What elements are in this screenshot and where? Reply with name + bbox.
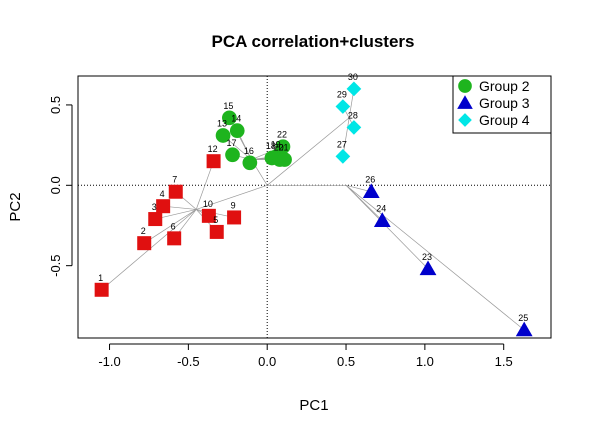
point-label-22: 22 [277,130,287,140]
point-label-28: 28 [348,110,358,120]
group-1-point-6 [167,231,182,246]
group-2-point-17 [225,147,240,163]
x-axis: -1.0 -0.5 0.0 0.5 1.0 1.5 [98,343,513,369]
point-label-10: 10 [203,199,213,209]
reference-lines [78,76,551,338]
point-label-3: 3 [152,202,157,212]
point-label-12: 12 [208,144,218,154]
group-1-point-1 [94,282,109,297]
y-tick-label: 0.5 [48,96,63,114]
point-label-16: 16 [244,146,254,156]
group-3-point-24 [373,212,391,227]
x-tick-label: -0.5 [177,354,199,369]
x-tick-label: -1.0 [98,354,120,369]
connector-line [195,161,214,210]
point-label-2: 2 [141,226,146,236]
y-axis: -0.5 0.0 0.5 [48,96,73,277]
y-tick-label: -0.5 [48,254,63,276]
point-label-24: 24 [376,204,386,214]
y-axis-label: PC2 [7,192,24,221]
group-2-point-13 [215,128,231,143]
point-label-17: 17 [227,138,237,148]
point-label-7: 7 [172,175,177,185]
legend-marker-group-4 [458,113,472,127]
group-4-point-27 [335,149,351,164]
point-label-13: 13 [217,118,227,128]
group-4-point-29 [335,99,351,114]
connector-line [345,185,383,221]
point-label-19: 19 [271,139,281,149]
legend-marker-group-3 [457,95,473,109]
group-4-point-30 [346,81,362,97]
group-2-point-14 [229,123,245,139]
plot-frame [77,75,552,339]
connector-line [342,117,350,157]
group-1-point-12 [206,154,221,169]
point-label-21: 21 [279,143,289,153]
point-label-6: 6 [171,221,176,231]
y-tick-label: 0.0 [48,176,63,194]
group-1-point-4 [156,199,171,214]
x-tick-label: 1.5 [495,354,513,369]
chart-title: PCA correlation+clusters [212,32,415,51]
point-label-4: 4 [160,189,165,199]
group-3-point-26 [362,183,380,199]
point-label-1: 1 [98,273,103,283]
point-label-25: 25 [518,313,528,323]
point-label-18: 18 [266,141,276,151]
point-label-27: 27 [337,139,347,149]
legend-label-group-3: Group 3 [479,95,530,111]
group-1-point-3 [148,212,163,227]
group-2-point-16 [242,155,258,171]
point-label-23: 23 [422,252,432,262]
group-1-point-2 [137,236,152,251]
connector-line [144,209,197,244]
group-3-point-25 [515,321,533,337]
group-1-point-5 [209,224,224,239]
x-tick-label: 0.5 [337,354,355,369]
group-1-point-9 [227,210,242,225]
legend-label-group-4: Group 4 [479,112,530,128]
connector-line [345,184,372,193]
point-label-20: 20 [274,143,284,153]
connector-line [345,185,525,331]
point-label-9: 9 [231,200,236,210]
legend-label-group-2: Group 2 [479,78,530,94]
x-tick-label: 0.0 [258,354,276,369]
point-label-5: 5 [213,215,218,225]
group-2-point-15 [222,110,237,126]
group-3-point-23 [419,260,437,276]
x-axis-label: PC1 [299,397,328,414]
point-label-26: 26 [365,175,375,185]
group-2-point-22 [275,139,291,155]
group-2-point-21 [277,152,292,167]
connector-line-center [266,117,350,186]
connector-line-center [196,184,268,210]
group-1-point-10 [201,208,216,223]
x-tick-label: 1.0 [416,354,434,369]
group-1-point-7 [168,184,183,199]
legend-marker-group-2 [458,79,472,93]
point-label-30: 30 [348,72,358,82]
point-label-14: 14 [231,114,241,124]
point-label-15: 15 [223,101,233,111]
group-4-point-28 [346,120,362,135]
point-label-29: 29 [337,90,347,100]
connector-line [345,185,429,270]
data-markers [94,81,533,337]
